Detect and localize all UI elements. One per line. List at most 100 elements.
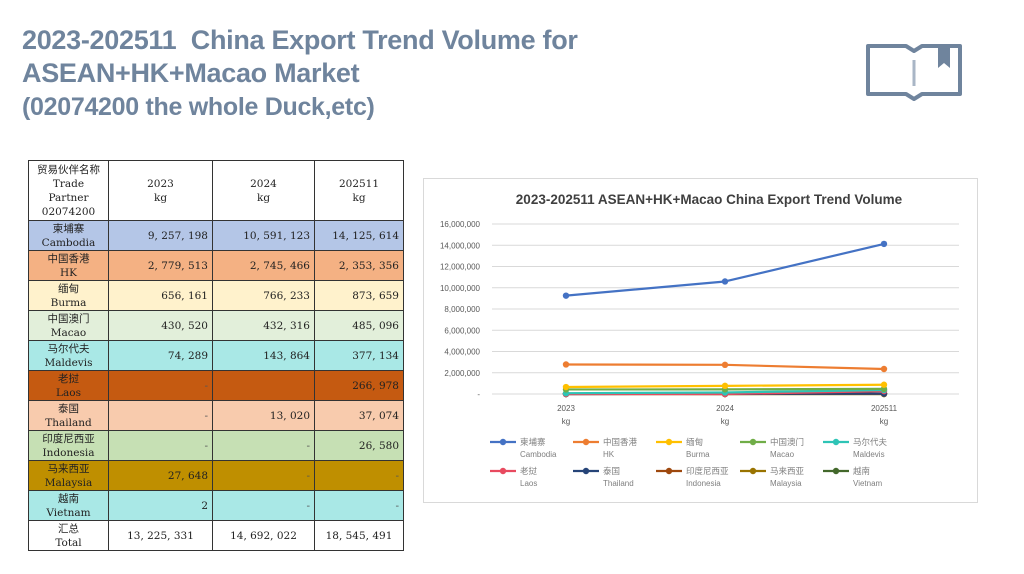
table-row: 印度尼西亚 Indonesia - -26, 580 <box>28 430 404 461</box>
legend-dot-marker <box>582 438 590 446</box>
volume-cell: - <box>212 490 315 521</box>
series-hk <box>562 361 888 373</box>
legend-label-cn: 中国香港 <box>603 437 638 447</box>
partner-name-en: Macao <box>50 326 87 339</box>
legend-item: 缅甸 Burma <box>656 437 710 459</box>
partner-name: 印度尼西亚 Indonesia <box>28 430 109 461</box>
table-header-row: 贸易伙伴名称 Trade Partner 02074200 2023 kg 202… <box>28 160 404 221</box>
x-tick-unit: kg <box>721 417 729 426</box>
table-row: 马来西亚 Malaysia 27, 648- - <box>28 460 404 491</box>
volume-cell: 485, 096 <box>314 310 404 341</box>
total-202511: 18, 545, 491 <box>314 520 404 551</box>
partner-name: 泰国 Thailand <box>28 400 109 431</box>
legend-dot-marker <box>832 438 840 446</box>
y-tick-label: 6,000,000 <box>444 326 480 335</box>
partner-name-en: Thailand <box>45 416 92 429</box>
legend-item: 印度尼西亚 Indonesia <box>656 466 729 488</box>
volume-cell: - <box>108 430 213 461</box>
legend-item: 中国澳门 Macao <box>740 437 804 459</box>
legend-dot-marker <box>499 467 507 475</box>
data-point <box>880 381 888 388</box>
volume-cell: 873, 659 <box>314 280 404 311</box>
table-row: 泰国 Thailand -13, 020 37, 074 <box>28 400 404 431</box>
page-title: 2023-202511 China Export Trend Volume fo… <box>22 24 578 124</box>
volume-cell: 13, 020 <box>212 400 315 431</box>
legend-label-en: Vietnam <box>853 479 883 488</box>
volume-cell: 766, 233 <box>212 280 315 311</box>
legend-label-cn: 马来西亚 <box>770 466 805 476</box>
y-tick-label: 4,000,000 <box>444 348 480 357</box>
total-label: 汇总 Total <box>28 520 109 551</box>
title-line-3: (02074200 the whole Duck,etc) <box>22 93 375 121</box>
table-row: 缅甸 Burma 656, 161 766, 233 873, 659 <box>28 280 404 311</box>
volume-cell: 656, 161 <box>108 280 213 311</box>
legend-label-en: Laos <box>520 479 537 488</box>
partner-name-en: Maldevis <box>44 356 93 369</box>
header-col-2024: 2024 kg <box>212 160 315 221</box>
total-2024: 14, 692, 022 <box>212 520 315 551</box>
title-line-2: ASEAN+HK+Macao Market <box>22 58 360 88</box>
volume-cell: 377, 134 <box>314 340 404 371</box>
legend-item: 越南 Vietnam <box>823 466 883 488</box>
volume-cell: - <box>108 370 213 401</box>
partner-name-en: Laos <box>56 386 81 399</box>
header-partner-code: 02074200 <box>41 205 96 218</box>
volume-cell: 10, 591, 123 <box>212 220 315 251</box>
volume-cell: 37, 074 <box>314 400 404 431</box>
volume-cell: 9, 257, 198 <box>108 220 213 251</box>
y-tick-label: - <box>477 390 480 399</box>
volume-cell: 26, 580 <box>314 430 404 461</box>
table-row: 越南 Vietnam 2- - <box>28 490 404 521</box>
partner-name-cn: 缅甸 <box>58 282 79 295</box>
legend-dot-marker <box>749 467 757 475</box>
title-line-1: 2023-202511 China Export Trend Volume fo… <box>22 25 578 55</box>
legend-item: 泰国 Thailand <box>573 466 634 488</box>
partner-name-cn: 马来西亚 <box>47 462 90 475</box>
partner-name-cn: 印度尼西亚 <box>42 432 95 445</box>
partner-name-cn: 老挝 <box>58 372 79 385</box>
volume-cell: - <box>108 400 213 431</box>
legend-label-cn: 印度尼西亚 <box>686 466 729 476</box>
table-row: 中国香港 HK 2, 779, 513 2, 745, 466 2, 353, 356 <box>28 250 404 281</box>
table-row: 中国澳门 Macao 430, 520 432, 316 485, 096 <box>28 310 404 341</box>
chart-title: 2023-202511 ASEAN+HK+Macao China Export … <box>516 192 903 207</box>
partner-name: 中国澳门 Macao <box>28 310 109 341</box>
legend-label-cn: 柬埔寨 <box>520 437 546 447</box>
volume-cell: 430, 520 <box>108 310 213 341</box>
partner-name-cn: 柬埔寨 <box>52 222 85 235</box>
legend-dot-marker <box>832 467 840 475</box>
partner-name: 缅甸 Burma <box>28 280 109 311</box>
volume-cell: 143, 864 <box>212 340 315 371</box>
volume-cell: - <box>314 460 404 491</box>
header-partner-en2: Partner <box>48 191 89 204</box>
header-year: 2023 <box>147 177 174 190</box>
x-tick-unit: kg <box>562 417 570 426</box>
legend-label-cn: 泰国 <box>603 466 620 476</box>
legend-label-en: Maldevis <box>853 450 885 459</box>
data-point <box>562 292 570 299</box>
total-label-cn: 汇总 <box>58 522 79 535</box>
legend-item: 马尔代夫 Maldevis <box>823 437 888 459</box>
legend-dot-marker <box>665 467 673 475</box>
export-volume-table: 贸易伙伴名称 Trade Partner 02074200 2023 kg 202… <box>28 160 404 551</box>
header-partner-cn: 贸易伙伴名称 <box>37 163 100 176</box>
table-row: 老挝 Laos - 266, 978 <box>28 370 404 401</box>
volume-cell <box>212 370 315 401</box>
volume-cell: 2, 779, 513 <box>108 250 213 281</box>
y-tick-label: 10,000,000 <box>440 284 481 293</box>
legend-label-en: Thailand <box>603 479 634 488</box>
x-tick-unit: kg <box>880 417 888 426</box>
legend-label-cn: 缅甸 <box>686 437 703 447</box>
header-partner-en1: Trade <box>52 177 85 190</box>
partner-name-en: HK <box>59 266 77 279</box>
chart-frame: 2023-202511 ASEAN+HK+Macao China Export … <box>423 178 978 503</box>
volume-cell: 266, 978 <box>314 370 404 401</box>
partner-name-cn: 泰国 <box>58 402 79 415</box>
legend-label-cn: 马尔代夫 <box>853 437 888 447</box>
trend-line-chart: 2023-202511 ASEAN+HK+Macao China Export … <box>440 192 959 488</box>
header-unit: kg <box>352 191 366 204</box>
partner-name: 马来西亚 Malaysia <box>28 460 109 491</box>
partner-name-cn: 马尔代夫 <box>47 342 90 355</box>
header-col-2023: 2023 kg <box>108 160 213 221</box>
total-label-en: Total <box>55 536 82 549</box>
